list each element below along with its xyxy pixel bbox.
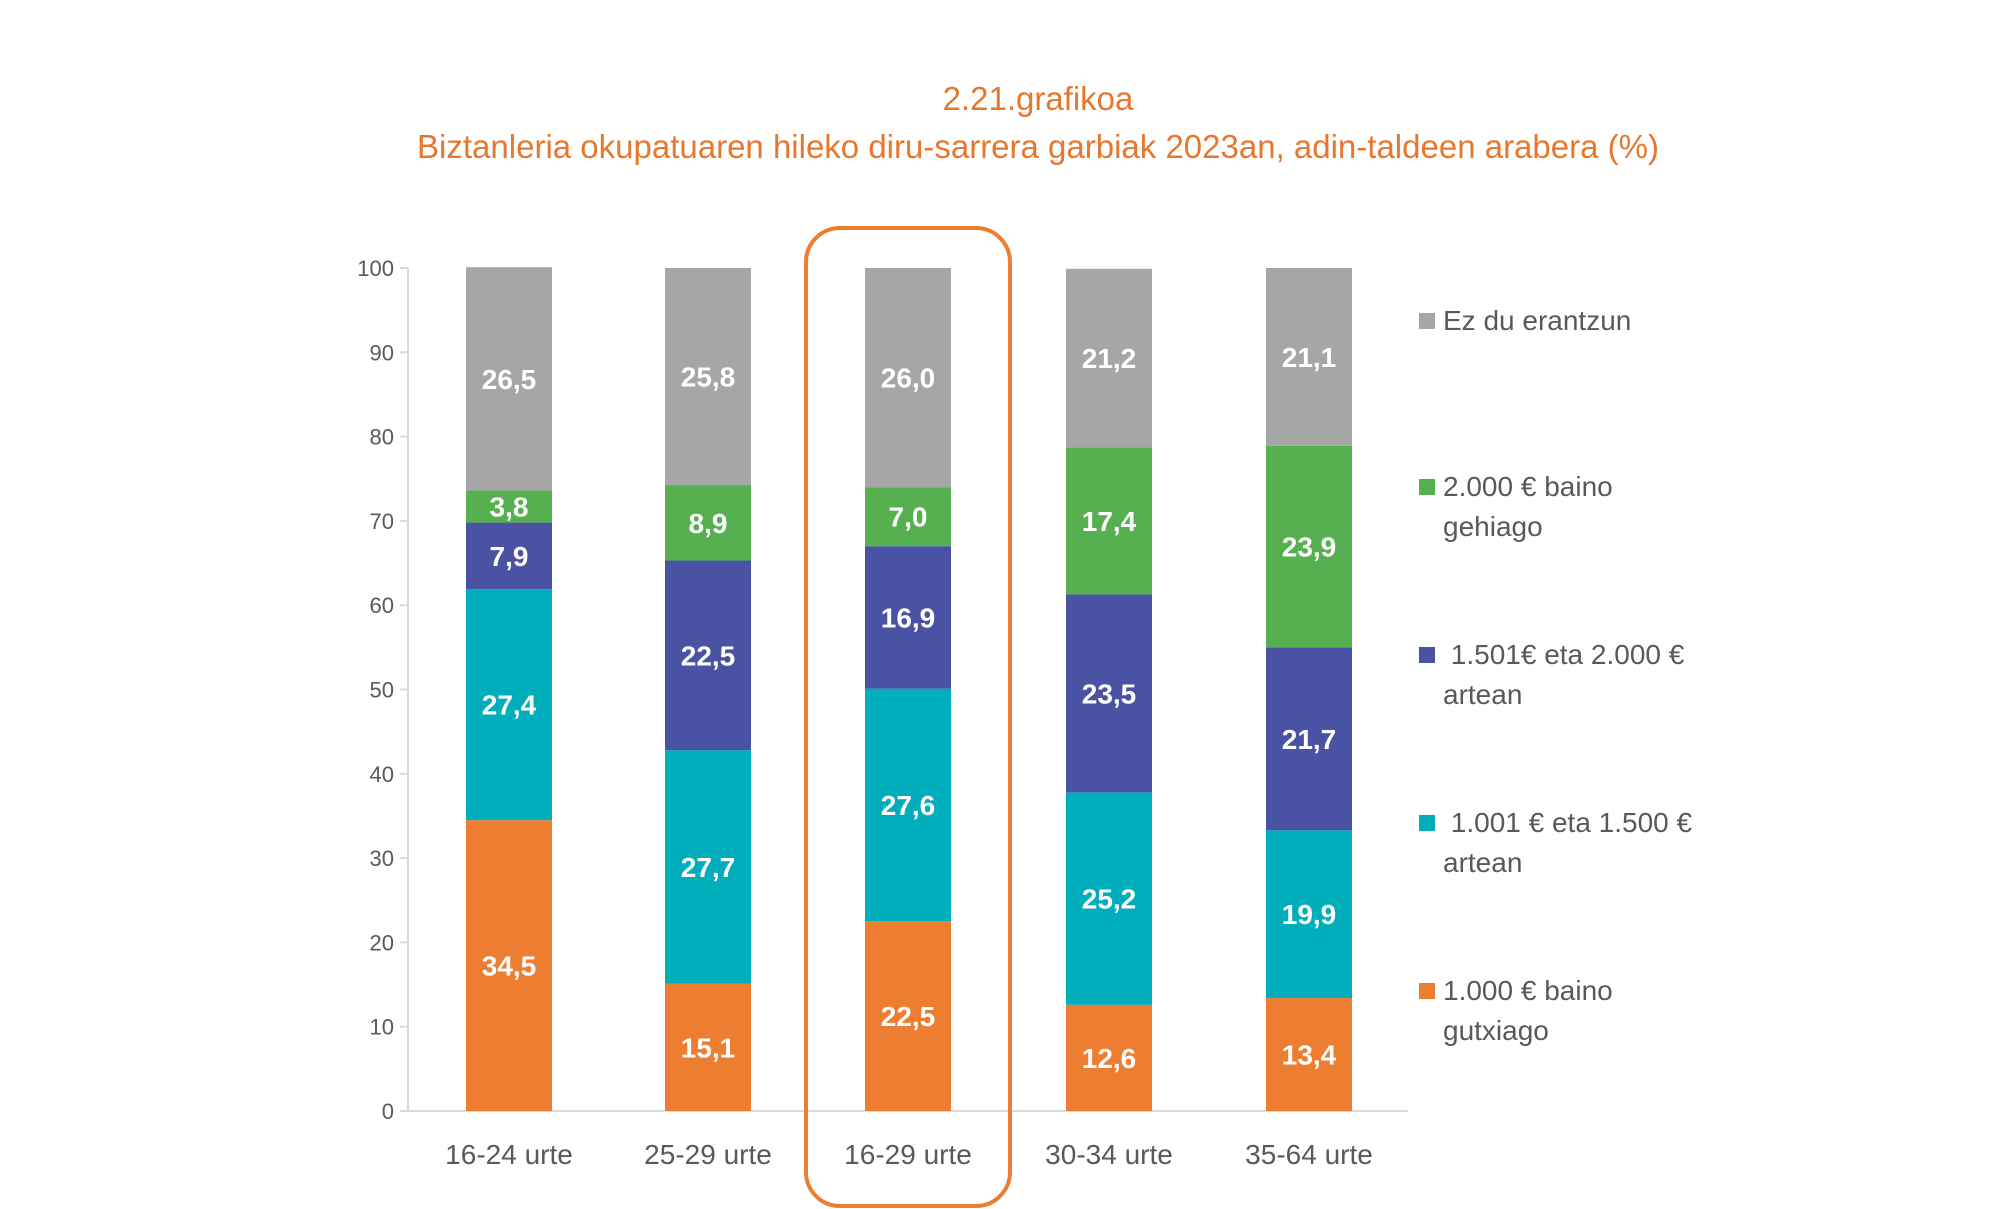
data-label: 27,6 bbox=[881, 790, 936, 821]
y-tick-label: 10 bbox=[370, 1015, 394, 1040]
legend-label: gehiago bbox=[1443, 511, 1543, 542]
y-tick-label: 30 bbox=[370, 846, 394, 871]
x-tick-label: 16-24 urte bbox=[445, 1139, 573, 1170]
y-tick-label: 20 bbox=[370, 930, 394, 955]
legend-label: artean bbox=[1443, 679, 1522, 710]
bar-segment bbox=[1266, 268, 1352, 446]
bar-segment bbox=[865, 921, 951, 1111]
data-label: 13,4 bbox=[1282, 1040, 1337, 1071]
data-label: 27,7 bbox=[681, 852, 736, 883]
data-label: 16,9 bbox=[881, 602, 936, 633]
data-label: 17,4 bbox=[1082, 506, 1137, 537]
bar-segment bbox=[665, 560, 751, 751]
bar-segment bbox=[466, 820, 552, 1111]
data-label: 19,9 bbox=[1282, 899, 1337, 930]
bar-segment bbox=[1066, 1004, 1152, 1111]
legend-swatch bbox=[1419, 983, 1435, 999]
bar-segment bbox=[466, 589, 552, 821]
chart-title: 2.21.grafikoa bbox=[943, 80, 1134, 117]
data-label: 34,5 bbox=[482, 951, 537, 982]
bar-segment bbox=[1266, 445, 1352, 648]
data-label: 21,2 bbox=[1082, 343, 1137, 374]
data-label: 25,8 bbox=[681, 362, 736, 393]
y-tick-label: 100 bbox=[357, 256, 394, 281]
legend-label: 1.000 € baino bbox=[1443, 975, 1613, 1006]
legend-swatch bbox=[1419, 479, 1435, 495]
legend-swatch bbox=[1419, 647, 1435, 663]
legend-label: 2.000 € baino bbox=[1443, 471, 1613, 502]
y-tick-label: 90 bbox=[370, 340, 394, 365]
bar-segment bbox=[865, 268, 951, 488]
bar-segment bbox=[1266, 998, 1352, 1111]
bar-segment bbox=[665, 485, 751, 561]
legend-label: 1.001 € eta 1.500 € bbox=[1443, 807, 1693, 838]
data-label: 15,1 bbox=[681, 1032, 736, 1063]
data-label: 7,0 bbox=[889, 502, 928, 533]
bar-segment bbox=[1066, 268, 1152, 448]
highlight-box bbox=[804, 226, 1012, 1208]
bar-segment bbox=[665, 268, 751, 486]
y-tick-label: 80 bbox=[370, 425, 394, 450]
x-tick-label: 30-34 urte bbox=[1045, 1139, 1173, 1170]
data-label: 23,9 bbox=[1282, 532, 1337, 563]
x-tick-label: 16-29 urte bbox=[844, 1139, 972, 1170]
data-label: 25,2 bbox=[1082, 884, 1137, 915]
bar-segment bbox=[466, 490, 552, 523]
bar-segment bbox=[1066, 447, 1152, 595]
y-tick-label: 0 bbox=[382, 1099, 394, 1124]
data-label: 23,5 bbox=[1082, 678, 1137, 709]
y-tick-label: 60 bbox=[370, 593, 394, 618]
data-label: 12,6 bbox=[1082, 1043, 1137, 1074]
bar-segment bbox=[1066, 594, 1152, 793]
data-label: 27,4 bbox=[482, 690, 537, 721]
bar-segment bbox=[665, 983, 751, 1111]
bar-segment bbox=[865, 688, 951, 922]
x-tick-label: 25-29 urte bbox=[644, 1139, 772, 1170]
bar-segment bbox=[865, 487, 951, 547]
bar-segment bbox=[1266, 647, 1352, 831]
bar-segment bbox=[466, 522, 552, 590]
bar-segment bbox=[865, 546, 951, 689]
data-label: 7,9 bbox=[490, 541, 529, 572]
data-label: 3,8 bbox=[490, 492, 529, 523]
data-label: 21,7 bbox=[1282, 724, 1337, 755]
legend-label: 1.501€ eta 2.000 € bbox=[1443, 639, 1685, 670]
legend-label: Ez du erantzun bbox=[1443, 305, 1631, 336]
bar-segment bbox=[466, 267, 552, 491]
legend-swatch bbox=[1419, 815, 1435, 831]
chart-subtitle: Biztanleria okupatuaren hileko diru-sarr… bbox=[417, 128, 1659, 165]
bar-segment bbox=[1266, 830, 1352, 999]
y-tick-label: 40 bbox=[370, 762, 394, 787]
data-label: 22,5 bbox=[681, 640, 736, 671]
legend-label: artean bbox=[1443, 847, 1522, 878]
data-label: 26,0 bbox=[881, 363, 936, 394]
x-tick-label: 35-64 urte bbox=[1245, 1139, 1373, 1170]
data-label: 22,5 bbox=[881, 1001, 936, 1032]
bar-segment bbox=[1066, 792, 1152, 1005]
y-tick-label: 50 bbox=[370, 678, 394, 703]
bar-segment bbox=[665, 750, 751, 984]
legend-swatch bbox=[1419, 313, 1435, 329]
data-label: 26,5 bbox=[482, 364, 537, 395]
data-label: 8,9 bbox=[689, 508, 728, 539]
data-label: 21,1 bbox=[1282, 342, 1337, 373]
legend-label: gutxiago bbox=[1443, 1015, 1549, 1046]
y-tick-label: 70 bbox=[370, 509, 394, 534]
